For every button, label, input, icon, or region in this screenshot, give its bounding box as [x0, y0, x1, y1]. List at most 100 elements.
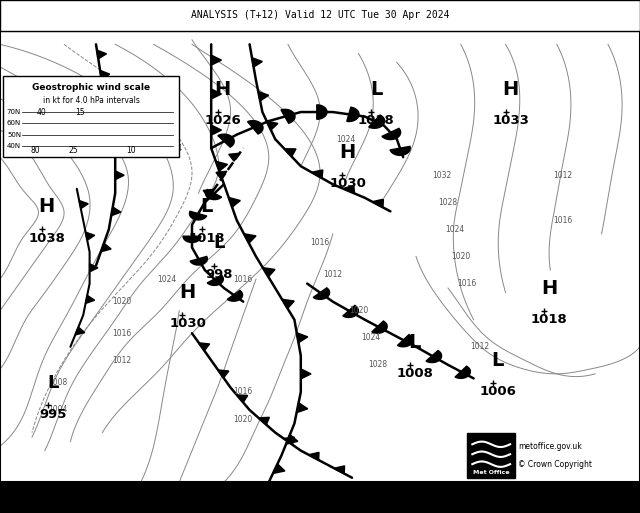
Text: 1016: 1016 [234, 387, 253, 397]
Text: 1020: 1020 [451, 252, 470, 261]
Polygon shape [207, 275, 223, 285]
Polygon shape [273, 464, 285, 473]
Polygon shape [286, 435, 298, 444]
Text: 15: 15 [75, 108, 85, 117]
Text: 1038: 1038 [28, 232, 65, 245]
Text: 70N: 70N [7, 109, 21, 115]
Polygon shape [211, 55, 221, 65]
Text: 1004: 1004 [48, 405, 67, 415]
Text: © Crown Copyright: © Crown Copyright [518, 460, 593, 469]
Text: 1032: 1032 [432, 171, 451, 180]
Text: Met Office: Met Office [473, 470, 509, 476]
Polygon shape [86, 295, 95, 304]
Polygon shape [79, 201, 88, 209]
Polygon shape [313, 288, 330, 300]
Text: L: L [200, 198, 213, 216]
Text: 10: 10 [126, 146, 136, 155]
Text: 1020: 1020 [112, 297, 131, 306]
Polygon shape [372, 199, 383, 207]
Text: 995: 995 [40, 408, 67, 421]
Polygon shape [382, 128, 401, 140]
Polygon shape [218, 134, 234, 147]
Text: 1016: 1016 [458, 279, 477, 288]
Polygon shape [426, 350, 442, 363]
Polygon shape [97, 50, 106, 59]
Polygon shape [244, 234, 256, 243]
Text: 1026: 1026 [204, 114, 241, 127]
Text: 1020: 1020 [234, 415, 253, 424]
Polygon shape [312, 170, 323, 178]
Polygon shape [343, 305, 358, 318]
Polygon shape [227, 290, 243, 301]
Polygon shape [296, 403, 308, 413]
Text: Geostrophic wind scale: Geostrophic wind scale [32, 83, 150, 92]
Text: 1024: 1024 [163, 144, 182, 153]
Text: 1020: 1020 [349, 306, 368, 315]
Text: 1033: 1033 [492, 114, 529, 127]
Polygon shape [369, 115, 385, 128]
Polygon shape [347, 107, 359, 122]
Polygon shape [297, 333, 308, 343]
Polygon shape [100, 70, 109, 79]
Text: 60N: 60N [7, 121, 21, 126]
Bar [467, 432, 515, 478]
Text: L: L [47, 374, 59, 392]
Polygon shape [267, 121, 278, 130]
Polygon shape [301, 369, 311, 379]
Polygon shape [252, 57, 262, 67]
Polygon shape [228, 153, 239, 161]
Text: 1016: 1016 [234, 274, 253, 284]
Text: 80: 80 [30, 146, 40, 155]
Text: 40N: 40N [7, 143, 21, 149]
Polygon shape [90, 264, 98, 272]
Text: L: L [370, 80, 383, 99]
Polygon shape [334, 466, 344, 473]
Text: 1008: 1008 [48, 379, 67, 387]
Text: ANALYSIS (T+12) Valid 12 UTC Tue 30 Apr 2024: ANALYSIS (T+12) Valid 12 UTC Tue 30 Apr … [191, 10, 449, 21]
Text: L: L [492, 351, 504, 370]
FancyBboxPatch shape [3, 76, 179, 157]
Text: H: H [179, 283, 196, 302]
Text: 1016: 1016 [310, 239, 330, 247]
Text: H: H [339, 143, 356, 162]
Text: 40: 40 [36, 108, 47, 117]
Polygon shape [263, 268, 275, 277]
Polygon shape [237, 395, 248, 403]
Text: 1028: 1028 [368, 360, 387, 369]
Text: 1030: 1030 [169, 318, 206, 330]
Text: 998: 998 [206, 268, 233, 281]
Polygon shape [115, 171, 124, 180]
Text: 1016: 1016 [112, 329, 131, 338]
Polygon shape [343, 185, 355, 193]
Polygon shape [216, 171, 227, 179]
Text: in kt for 4.0 hPa intervals: in kt for 4.0 hPa intervals [43, 96, 140, 105]
Text: 1012: 1012 [470, 342, 490, 351]
Text: L: L [408, 333, 421, 352]
Polygon shape [183, 236, 201, 243]
Polygon shape [248, 121, 263, 134]
Text: 1012: 1012 [112, 356, 131, 365]
Polygon shape [101, 243, 111, 252]
Polygon shape [284, 149, 296, 156]
Polygon shape [397, 334, 413, 347]
Text: 1016: 1016 [554, 216, 573, 225]
Polygon shape [199, 343, 210, 351]
Polygon shape [211, 125, 221, 135]
Polygon shape [216, 161, 228, 171]
Text: 1024: 1024 [336, 134, 355, 144]
Polygon shape [205, 189, 221, 200]
Text: H: H [214, 80, 231, 99]
Polygon shape [284, 437, 294, 445]
Text: H: H [541, 279, 557, 298]
Text: 25: 25 [68, 146, 79, 155]
Polygon shape [228, 198, 241, 207]
Text: 1013: 1013 [188, 232, 225, 245]
Text: L: L [214, 234, 225, 252]
Text: 1024: 1024 [362, 333, 381, 342]
Text: H: H [38, 198, 55, 216]
Text: 1008: 1008 [396, 367, 433, 380]
Text: 1024: 1024 [445, 225, 464, 234]
Polygon shape [105, 98, 115, 107]
Polygon shape [76, 327, 84, 335]
Text: 1012: 1012 [554, 171, 573, 180]
